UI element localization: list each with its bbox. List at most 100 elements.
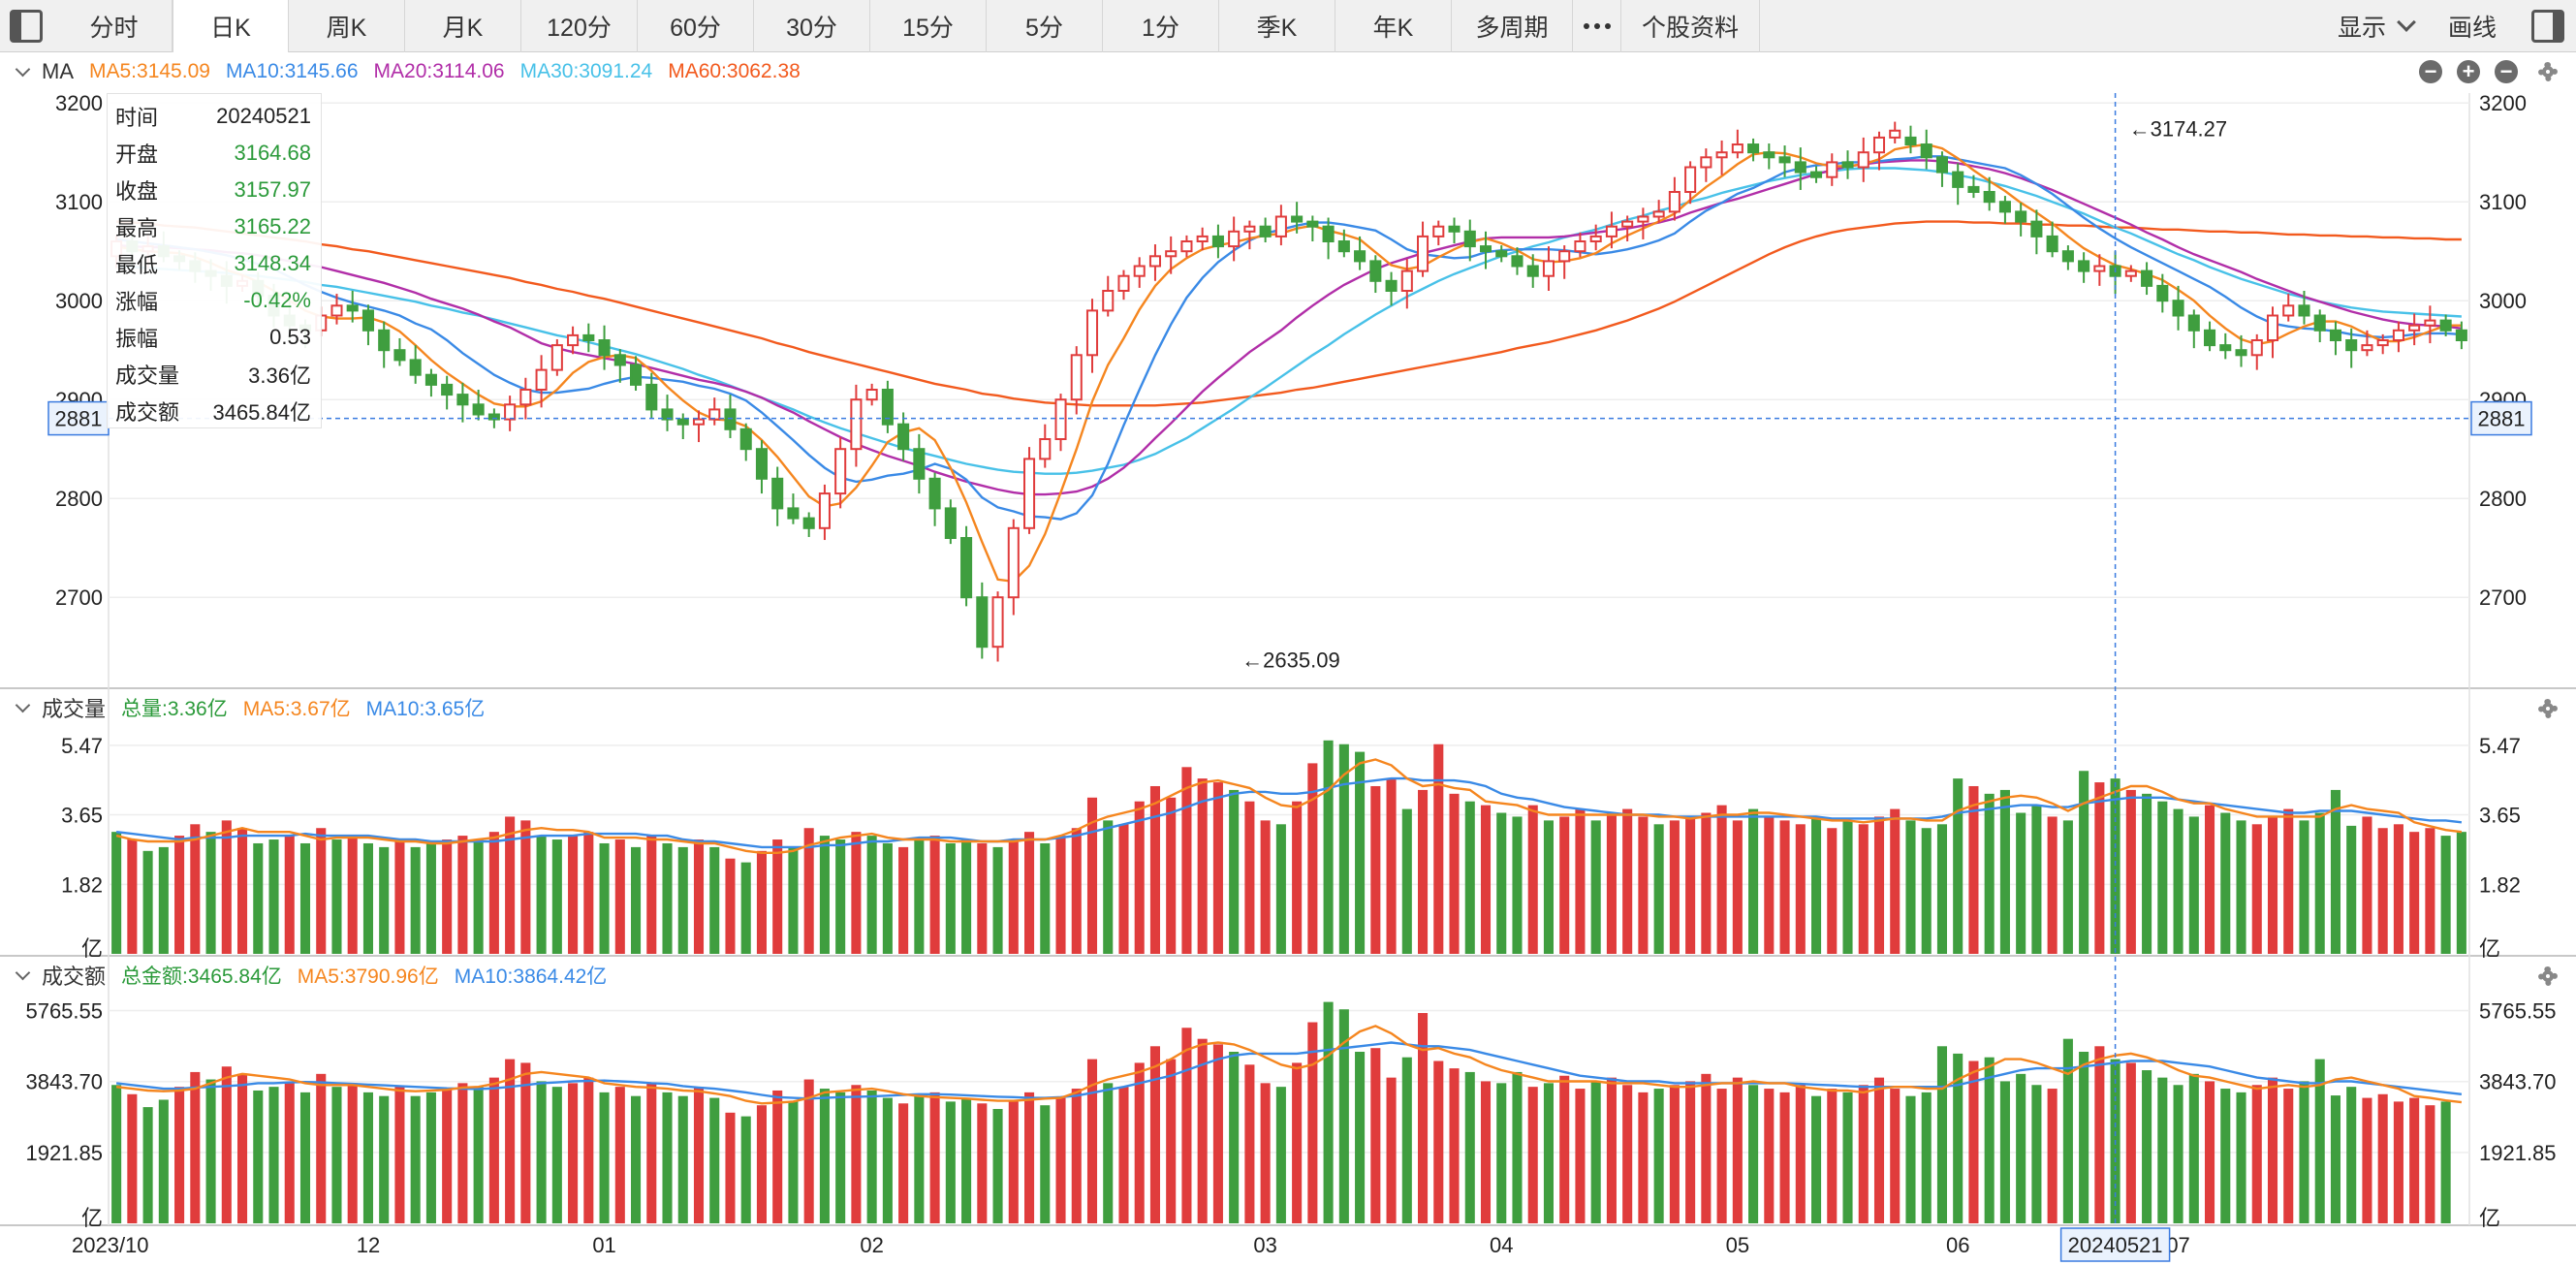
tab-4[interactable]: 120分 [521,0,638,52]
volume-bar [662,842,673,954]
volume-bar [851,832,862,954]
left-panel-toggle-icon[interactable] [10,10,43,43]
volume-bar [1653,824,1664,954]
volume-bar [1842,820,1853,954]
date-tick-label: 05 [1726,1233,1749,1257]
amount-bar [1055,1097,1066,1223]
tab-7[interactable]: 15分 [870,0,987,52]
amount-bar [819,1089,830,1223]
candle-body [1196,235,1209,242]
amount-bar [1779,1092,1790,1223]
collapse-caret-icon[interactable] [15,965,31,980]
collapse-caret-icon[interactable] [15,697,31,712]
tab-12[interactable]: 多周期 [1452,0,1573,52]
volume-bar [1685,816,1696,954]
amount-bar [1480,1081,1492,1223]
candle-body [1542,260,1555,277]
candle-body [1715,151,1728,159]
tab-14[interactable]: 个股资料 [1621,0,1760,52]
right-panel-toggle-icon[interactable] [2531,10,2564,43]
tab-3[interactable]: 月K [405,0,521,52]
volume-settings-gear-icon[interactable] [2535,696,2560,721]
amount-bar [1355,1052,1366,1223]
tab-6[interactable]: 30分 [754,0,870,52]
collapse-caret-icon[interactable] [15,61,31,77]
amount-bar [709,1097,720,1223]
volume-bar [677,846,688,954]
amount-bar [158,1099,169,1223]
amount-bar [442,1089,453,1223]
amount-bar [1606,1077,1617,1223]
amount-bar [1024,1092,1035,1223]
amount-bar [1260,1083,1271,1223]
amount-bar [1008,1101,1019,1223]
volume-bar [977,842,988,954]
crosshair-price-label-right: 2881 [2478,407,2526,431]
amount-bar [914,1095,925,1223]
amount-bar [2079,1052,2089,1223]
volume-bar [347,836,358,954]
amount-bar [2031,1085,2042,1223]
volume-bar [1748,808,1759,954]
volume-bar [1338,744,1349,954]
volume-bar [2205,805,2215,954]
volume-bar [505,816,516,954]
volume-bar [1055,836,1066,954]
amount-bar [1275,1087,1286,1223]
zoom-in-icon[interactable]: + [2457,60,2480,83]
tab-5[interactable]: 60分 [638,0,754,52]
candle-body [2408,324,2421,332]
candle-body [1889,129,1901,139]
amount-ma5-line [115,1025,2463,1105]
main_header-item: MA20:3114.06 [373,60,505,82]
candle-body [487,413,500,421]
amount-bar [1543,1083,1554,1223]
amount-settings-gear-icon[interactable] [2535,964,2560,989]
volume-bar [142,850,153,954]
amount-bar [2409,1097,2420,1223]
amount-bar [2047,1089,2058,1223]
main-settings-gear-icon[interactable] [2535,59,2560,84]
tooltip-row: 涨幅 -0.42% [115,282,311,319]
tab-10[interactable]: 季K [1219,0,1335,52]
amount-bar [740,1116,751,1223]
amount-bar [2425,1105,2435,1223]
date-tick-label: 06 [1946,1233,1969,1257]
amount-bar [473,1087,484,1223]
volume-bar [1543,820,1554,954]
tooltip-value: 3165.22 [234,214,311,238]
candle-body [1589,235,1602,242]
display-menu-button[interactable]: 显示 [2338,0,2416,52]
tab-11[interactable]: 年K [1335,0,1452,52]
volume-bar [788,846,799,954]
candle-body [1117,274,1130,293]
candle-body [2298,304,2310,317]
tab-8[interactable]: 5分 [987,0,1103,52]
tooltip-row: 最低 3148.34 [115,245,311,282]
amount-tick-label-right: 1921.85 [2479,1141,2557,1165]
volume-bar [221,820,232,954]
ma30-line [116,167,2462,475]
amount-bar [1134,1062,1145,1223]
candle-body [1778,156,1791,164]
amount-bar [788,1101,799,1223]
price-tick-label-left: 2800 [55,487,103,511]
candle-body [1574,240,1586,253]
tab-2[interactable]: 周K [289,0,405,52]
collapse-panel-icon[interactable]: − [2495,60,2518,83]
volume-bar [2125,789,2136,954]
amount-bar [2314,1059,2325,1223]
candle-body [787,507,800,520]
amount-tick-label-right: 3843.70 [2479,1070,2557,1094]
zoom-out-icon[interactable]: − [2419,60,2442,83]
amount_header-item: MA5:3790.96亿 [297,965,439,988]
tab-9[interactable]: 1分 [1103,0,1219,52]
tab-0[interactable]: 分时 [56,0,173,52]
volume-bar [1968,785,1979,954]
amount-bar [2251,1085,2262,1223]
tab-1[interactable]: 日K [173,0,289,52]
price-tick-label-right: 2800 [2479,487,2527,511]
more-periods-icon[interactable] [1573,0,1621,52]
draw-line-button[interactable]: 画线 [2448,0,2497,52]
